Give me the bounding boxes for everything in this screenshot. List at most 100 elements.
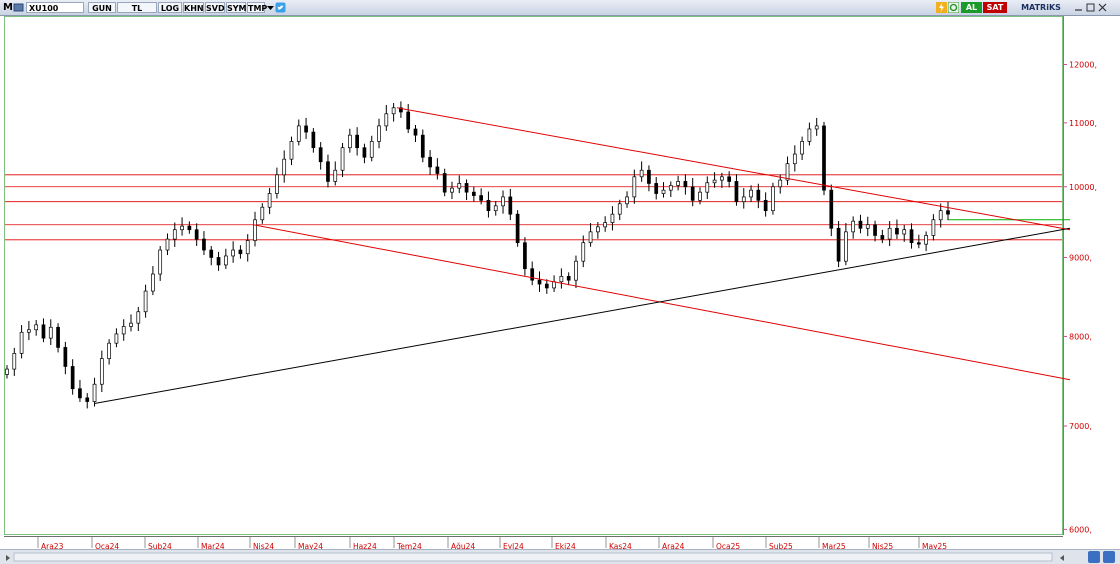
log-button[interactable]: LOG: [158, 2, 182, 13]
candle: [151, 266, 155, 296]
candle: [56, 323, 60, 353]
candle-body: [865, 224, 870, 229]
svd-button[interactable]: SVD: [205, 2, 225, 13]
currency-button[interactable]: TL: [117, 2, 157, 13]
candle: [369, 135, 374, 162]
price-ticks: 12000, 11000, 10000, 9000, 8000, 7000, 6000,: [1063, 61, 1097, 534]
candle: [245, 234, 250, 262]
date-tick-label: Eyl24: [503, 542, 524, 551]
candle-body: [588, 231, 593, 244]
scroll-right-icon[interactable]: [1060, 555, 1064, 561]
candle-body: [771, 186, 775, 212]
candle-body: [938, 210, 943, 221]
candle-body: [632, 176, 637, 198]
price-tick-label: 8000,: [1069, 332, 1092, 341]
date-tick-label: Şub24: [148, 542, 172, 551]
sell-button[interactable]: SAT: [983, 2, 1007, 13]
period-button[interactable]: GUN: [88, 2, 116, 13]
candle: [326, 154, 330, 188]
settings-icon[interactable]: [13, 2, 25, 13]
candle: [486, 191, 491, 218]
candle: [807, 122, 812, 146]
candle-body: [151, 273, 155, 292]
candle-body: [472, 191, 476, 196]
price-tick-label: 10000,: [1069, 183, 1097, 192]
price-tick-label: 11000,: [1069, 119, 1097, 128]
date-tick-label: Eki24: [555, 542, 576, 551]
candle-body: [85, 397, 90, 402]
candle: [231, 241, 235, 263]
candle: [143, 284, 148, 318]
zoom-icon[interactable]: [1088, 551, 1100, 563]
candle-body: [683, 181, 688, 188]
candle-body: [435, 166, 440, 174]
candle: [260, 203, 265, 224]
candle: [12, 347, 17, 376]
menu-button[interactable]: M: [3, 2, 13, 13]
candle: [384, 104, 389, 131]
date-tick-label: Tem24: [396, 542, 422, 551]
khn-button[interactable]: KHN: [183, 2, 204, 13]
candle-body: [902, 229, 907, 235]
candle: [574, 255, 578, 289]
candle: [931, 214, 936, 241]
candle: [625, 191, 629, 208]
candle-body: [34, 324, 39, 331]
date-tick-label: May25: [922, 542, 947, 551]
candle: [537, 271, 542, 292]
scroll-left-icon[interactable]: [6, 555, 10, 561]
buy-button[interactable]: AL: [961, 2, 982, 13]
tmp-button[interactable]: TMP: [247, 2, 268, 13]
candle: [282, 150, 287, 183]
candle: [172, 222, 177, 247]
candle: [836, 221, 841, 268]
candle: [647, 165, 651, 192]
candle: [450, 181, 454, 200]
date-tick-label: May24: [298, 542, 323, 551]
close-icon[interactable]: [1097, 2, 1108, 13]
candle: [275, 167, 279, 199]
candle-body: [763, 199, 768, 212]
maximize-icon[interactable]: [1085, 2, 1096, 13]
candle: [771, 182, 775, 215]
candle-body: [48, 326, 53, 339]
twitter-icon[interactable]: [275, 2, 286, 13]
candle-body: [515, 213, 520, 244]
candle-body: [880, 235, 885, 240]
candle: [668, 181, 673, 198]
horizontal-levels: [5, 174, 1070, 241]
dropdown-icon[interactable]: [266, 2, 275, 13]
candle-body: [873, 224, 877, 236]
candle-body: [822, 125, 826, 191]
minimize-icon[interactable]: [1073, 2, 1084, 13]
candle-body: [829, 189, 834, 229]
candle: [720, 172, 724, 188]
candle-body: [785, 163, 790, 181]
candle: [617, 199, 622, 221]
horizontal-scrollbar[interactable]: [0, 549, 1120, 564]
date-tick-label: Ara24: [662, 542, 685, 551]
candle-body: [202, 238, 206, 251]
candle-body: [596, 226, 600, 233]
candle-body: [617, 203, 622, 215]
sym-button[interactable]: SYM: [226, 2, 247, 13]
price-tick-label: 12000,: [1069, 61, 1097, 70]
candle-body: [289, 141, 294, 160]
candle: [399, 101, 403, 118]
candle: [530, 261, 535, 286]
fit-icon[interactable]: [1103, 551, 1115, 563]
candle: [347, 128, 352, 153]
candle-body: [19, 331, 24, 354]
candle: [479, 188, 483, 205]
candle: [741, 188, 746, 209]
candle-body: [442, 173, 447, 193]
candle: [581, 235, 586, 268]
chart-toolbar: M XU100 GUN TL LOG KHN SVD SYM TMP AL SA…: [0, 0, 1120, 16]
candle-body: [931, 219, 936, 236]
lightning-icon[interactable]: [936, 2, 947, 13]
plot-area[interactable]: [4, 16, 1063, 535]
candle: [311, 128, 316, 153]
symbol-field[interactable]: XU100: [26, 2, 84, 13]
candle: [333, 161, 338, 186]
candle: [5, 365, 9, 379]
